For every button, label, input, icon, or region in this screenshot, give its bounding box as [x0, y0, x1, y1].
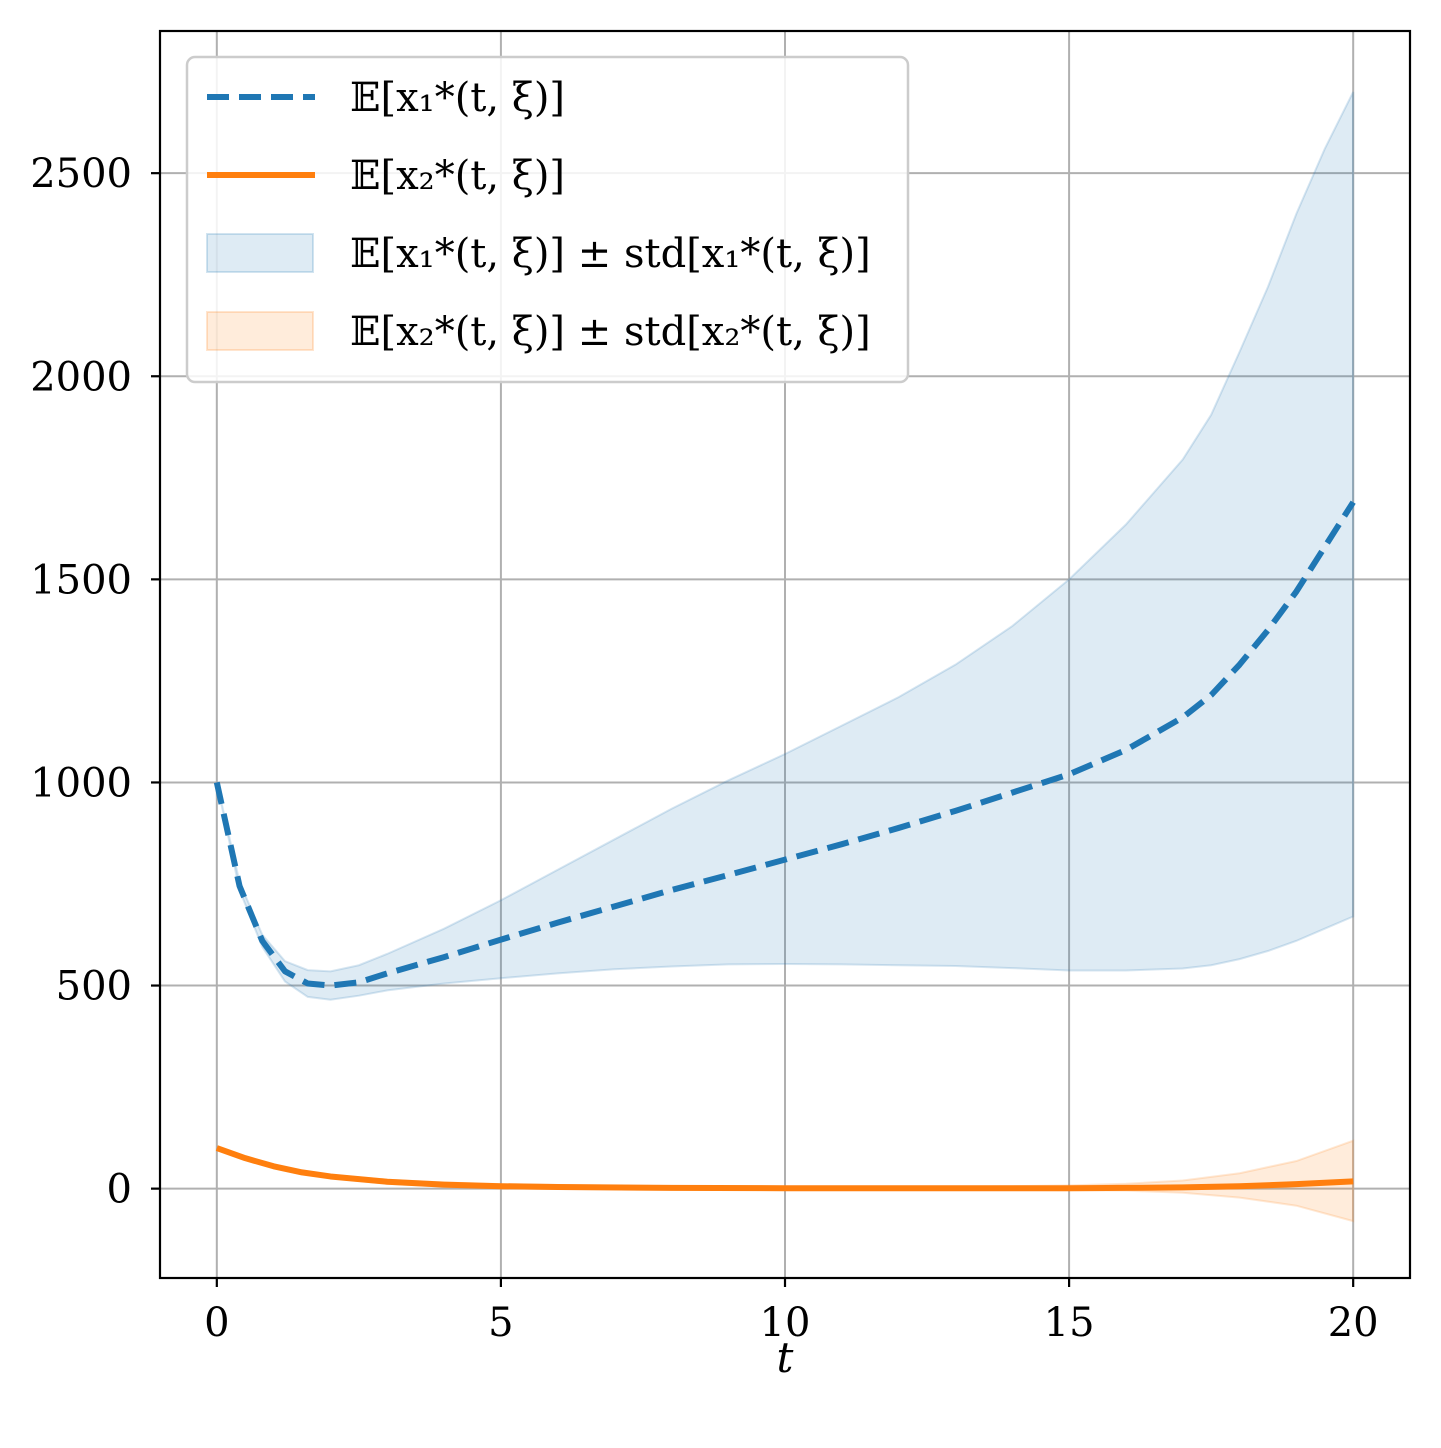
x2-mean-line	[215, 1145, 1354, 1192]
legend-label-x2-band: 𝔼[x₂*(t, ξ)] ± std[x₂*(t, ξ)]	[350, 309, 871, 355]
legend-swatch-x1-band	[206, 233, 314, 273]
x-axis: 0 5 10 15 20	[204, 1278, 1379, 1346]
legend: 𝔼[x₁*(t, ξ)] 𝔼[x₂*(t, ξ)] 𝔼[x₁*(t, ξ)] ±…	[185, 55, 910, 384]
x-tick-label: 15	[1044, 1300, 1095, 1346]
x-tick-label: 20	[1328, 1300, 1379, 1346]
y-tick-label: 1500	[30, 557, 132, 603]
x-tick-label: 0	[204, 1300, 229, 1346]
y-tick-label: 2000	[30, 354, 132, 400]
legend-label-x2-mean: 𝔼[x₂*(t, ξ)]	[350, 153, 565, 199]
y-tick-label: 1000	[30, 760, 132, 806]
y-tick-label: 0	[107, 1167, 132, 1213]
legend-swatch-x2-band	[206, 311, 314, 351]
legend-label-x1-mean: 𝔼[x₁*(t, ξ)]	[350, 75, 565, 121]
legend-label-x1-band: 𝔼[x₁*(t, ξ)] ± std[x₁*(t, ξ)]	[350, 231, 871, 277]
x-tick-label: 5	[488, 1300, 513, 1346]
x1-mean-line	[213, 500, 1356, 989]
legend-box	[185, 55, 910, 384]
x-tick-label: 10	[760, 1300, 811, 1346]
y-axis: 0 500 1000 1500 2000 2500	[30, 151, 160, 1213]
y-tick-label: 2500	[30, 151, 132, 197]
y-tick-label: 500	[56, 964, 132, 1010]
series-lines	[213, 500, 1356, 1192]
x-axis-label: t	[777, 1333, 794, 1382]
